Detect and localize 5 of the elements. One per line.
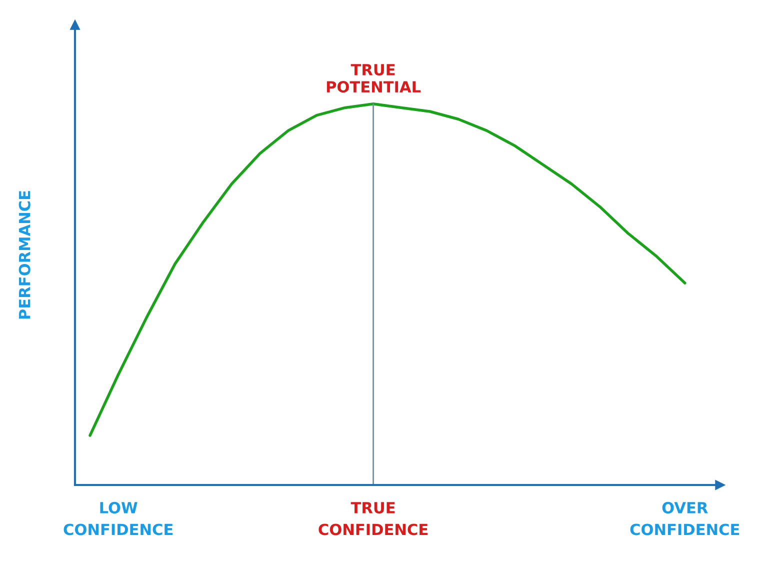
x-tick-label: LOW CONFIDENCE	[64, 502, 173, 536]
y-axis-title: PERFORMANCE	[18, 191, 30, 319]
x-tick-label: OVER CONFIDENCE	[630, 502, 740, 536]
x-tick-label: TRUE CONFIDENCE	[318, 502, 428, 536]
annotation: TRUE POTENTIAL	[326, 64, 421, 93]
